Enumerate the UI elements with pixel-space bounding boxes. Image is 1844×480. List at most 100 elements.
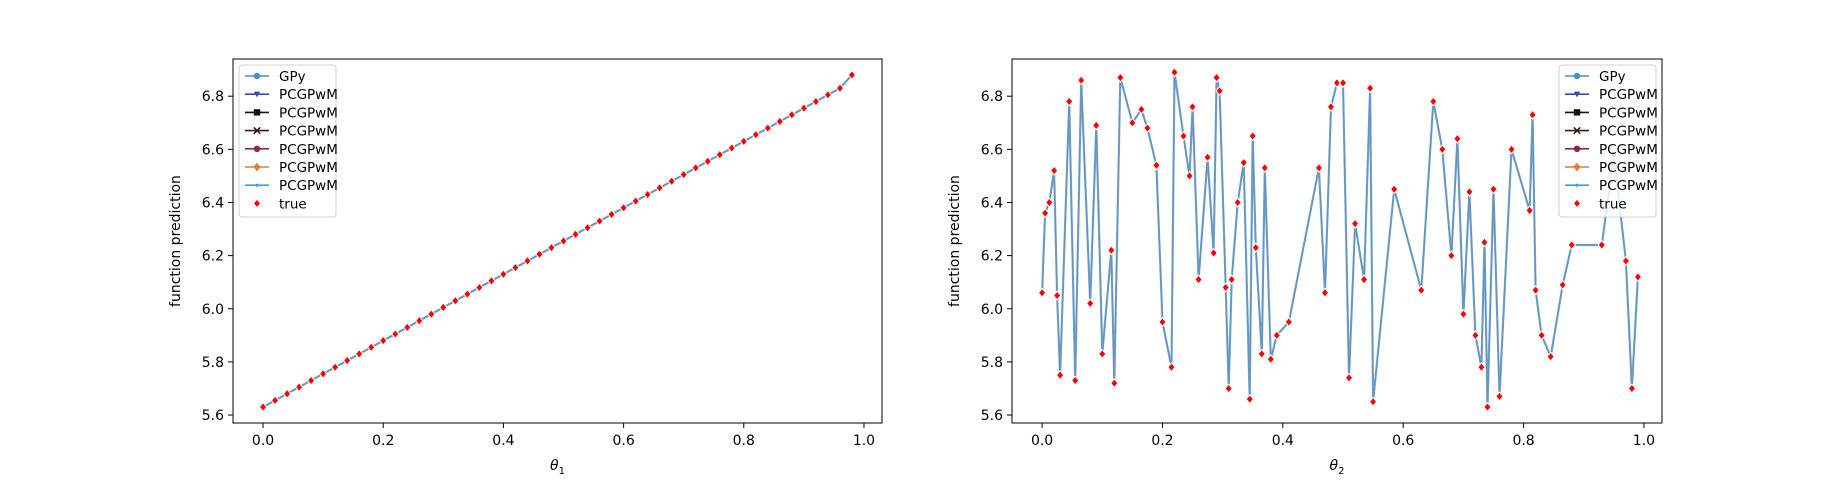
- y-tick-label: 5.8: [202, 355, 224, 371]
- true-point: [1471, 330, 1480, 341]
- true-point: [1447, 250, 1456, 261]
- x-axis-label: θ2: [1330, 458, 1345, 477]
- true-point: [1224, 383, 1233, 394]
- y-tick-label: 6.6: [202, 142, 224, 158]
- true-point: [415, 315, 424, 326]
- true-point: [1495, 391, 1504, 402]
- true-point: [1221, 282, 1230, 293]
- true-point: [1055, 370, 1065, 381]
- true-point: [1110, 378, 1119, 389]
- true-point: [1525, 205, 1534, 216]
- y-tick-label: 5.8: [981, 355, 1003, 371]
- true-point: [403, 322, 412, 333]
- true-point: [1076, 75, 1086, 86]
- true-point: [1284, 316, 1294, 328]
- true-point: [775, 116, 785, 127]
- legend-entry-label: PCGPwM: [279, 124, 338, 140]
- true-point: [1365, 83, 1375, 94]
- true-point: [1143, 122, 1152, 134]
- true-point: [847, 69, 857, 81]
- true-point: [1239, 157, 1248, 168]
- true-point: [1260, 162, 1270, 174]
- true-point: [1212, 72, 1221, 83]
- legend-marker: [1573, 91, 1581, 98]
- true-point: [1179, 130, 1188, 142]
- true-point: [1489, 184, 1498, 195]
- x-tick-label: 1.0: [853, 433, 875, 449]
- true-point: [1528, 109, 1537, 120]
- y-tick-label: 6.4: [981, 195, 1003, 211]
- true-point: [1567, 239, 1576, 251]
- true-point: [1098, 348, 1107, 360]
- true-point: [499, 269, 508, 280]
- true-point: [1052, 290, 1062, 301]
- legend-entry-label: PCGPwM: [279, 105, 338, 121]
- y-tick-label: 6.0: [981, 302, 1003, 318]
- true-point: [547, 242, 556, 253]
- true-point: [1359, 274, 1369, 285]
- x-tick-label: 0.2: [1151, 433, 1173, 449]
- legend-marker: [253, 109, 261, 116]
- x-tick-label: 1.0: [1633, 433, 1655, 449]
- true-point: [282, 388, 292, 399]
- true-point: [1627, 383, 1637, 394]
- true-point: [318, 368, 328, 379]
- y-axis-label: function prediction: [947, 175, 963, 307]
- true-point: [1344, 372, 1354, 383]
- true-point: [1350, 218, 1360, 229]
- true-point: [1438, 144, 1447, 155]
- true-point: [811, 96, 821, 107]
- true-point: [378, 335, 388, 346]
- legend-entry-label: PCGPwM: [1599, 178, 1658, 194]
- legend-marker: [253, 162, 261, 172]
- axes-frame: [1011, 58, 1663, 424]
- y-tick-label: 6.2: [202, 249, 224, 265]
- true-point: [1209, 247, 1218, 259]
- x-tick-label: 0.4: [1272, 433, 1294, 449]
- true-point: [1507, 144, 1516, 155]
- x-axis-label: θ1: [550, 458, 565, 477]
- true-point: [751, 129, 761, 140]
- true-point: [1116, 72, 1125, 83]
- legend-entry-label: PCGPwM: [1599, 124, 1658, 140]
- legend-marker: [1573, 126, 1581, 135]
- true-point: [667, 176, 676, 187]
- true-point: [571, 229, 580, 240]
- legend-marker: [253, 145, 261, 152]
- true-point: [1170, 67, 1179, 78]
- true-point: [463, 289, 472, 300]
- legend-entry-label: PCGPwM: [279, 178, 338, 194]
- true-point: [1621, 255, 1631, 267]
- true-point: [1480, 237, 1489, 248]
- true-point: [715, 149, 725, 160]
- true-point: [1085, 298, 1095, 309]
- legend-marker: [1573, 145, 1581, 152]
- legend-entry-label: PCGPwM: [279, 160, 338, 176]
- true-point: [1453, 133, 1462, 144]
- true-point: [835, 83, 845, 94]
- x-tick-label: 0.2: [372, 433, 394, 449]
- true-point: [366, 342, 376, 353]
- y-tick-label: 6.2: [981, 249, 1003, 265]
- true-point: [1227, 274, 1236, 285]
- legend-marker: [253, 72, 261, 80]
- true-point: [487, 275, 496, 286]
- true-point: [1137, 104, 1146, 115]
- x-tick-label: 0.0: [252, 433, 274, 449]
- legend-entry-label: PCGPwM: [1599, 105, 1658, 121]
- y-axis-label: function prediction: [168, 175, 184, 307]
- true-point: [1194, 274, 1203, 285]
- true-point: [1248, 130, 1257, 142]
- y-tick-label: 6.6: [981, 142, 1003, 158]
- legend-marker: [255, 183, 259, 187]
- legend-entry-label: true: [279, 196, 307, 212]
- true-point: [1128, 117, 1137, 128]
- series-line: [1041, 72, 1639, 408]
- true-point: [258, 401, 268, 413]
- legend-marker: [1572, 198, 1582, 209]
- true-point: [823, 89, 833, 100]
- true-point: [1314, 162, 1324, 174]
- true-point: [1107, 245, 1116, 256]
- true-point: [1597, 239, 1607, 251]
